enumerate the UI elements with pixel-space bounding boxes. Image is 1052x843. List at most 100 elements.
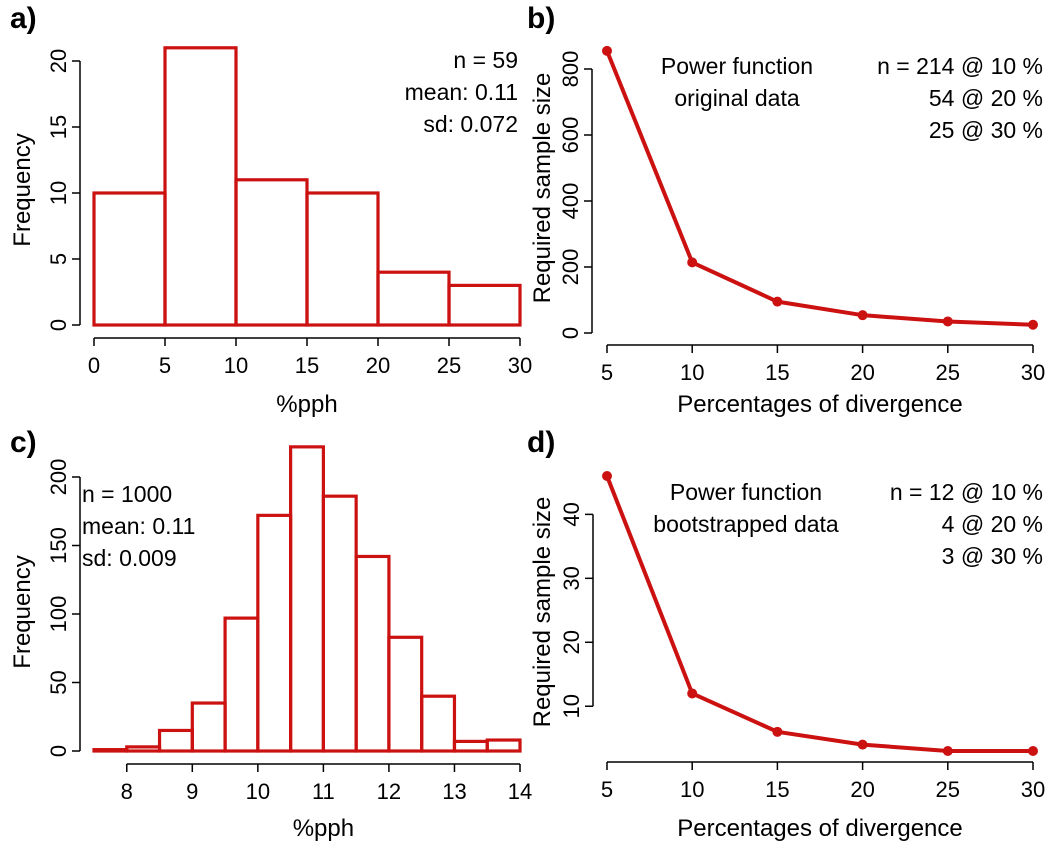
x-tick-label: 10: [680, 360, 704, 385]
histogram-bar: [289, 445, 325, 753]
x-tick-label: 14: [508, 779, 532, 804]
y-axis-label: Required sample size: [529, 497, 556, 728]
y-tick-label: 20: [559, 630, 584, 654]
data-point: [857, 739, 868, 750]
histogram-bar: [125, 745, 162, 753]
y-axis-label: Required sample size: [529, 73, 556, 304]
y-tick-label: 10: [46, 181, 71, 205]
histogram-bar: [223, 616, 260, 753]
histogram-bar: [452, 739, 489, 753]
panel-label: a): [10, 2, 37, 35]
x-tick-label: 11: [312, 779, 335, 804]
histogram-bar: [163, 46, 238, 327]
x-tick-label: 15: [295, 353, 319, 378]
x-tick-label: 30: [1021, 360, 1045, 385]
y-axis-label: Frequency: [9, 555, 36, 668]
data-point: [772, 296, 783, 307]
histogram-bar: [234, 178, 309, 327]
histogram-bar: [157, 728, 194, 753]
stats-annotation: sd: 0.009: [82, 545, 177, 571]
data-point: [1028, 746, 1038, 756]
panel-b: b) 5 10 15 20 25 30 Percentages of divergence 0 2…: [527, 2, 1045, 418]
data-point: [687, 688, 698, 699]
x-tick-label: 0: [88, 353, 100, 378]
histogram-bar: [190, 701, 227, 753]
panel-label: b): [527, 2, 555, 35]
x-tick-label: 5: [601, 360, 613, 385]
sample-size-note: 3 @ 30 %: [942, 543, 1043, 569]
y-tick-label: 600: [558, 117, 583, 154]
x-tick-label: 15: [765, 777, 789, 802]
x-tick-label: 13: [442, 779, 466, 804]
y-tick-label: 200: [46, 459, 71, 496]
data-point: [602, 471, 612, 481]
histogram-bar: [447, 283, 522, 327]
stats-annotation: n = 59: [453, 47, 518, 73]
x-axis-label: %pph: [293, 815, 354, 842]
histogram-bar: [387, 635, 424, 753]
panel-a: a) 0 5 10 15 20 25 30 %pph 0 5 10 15 20 Frequency n = 5…: [9, 2, 532, 418]
y-tick-label: 400: [558, 183, 583, 220]
series-line: [605, 475, 1033, 753]
histogram-bar: [92, 191, 167, 327]
y-tick-label: 15: [46, 115, 71, 139]
y-axis-label: Frequency: [9, 133, 36, 246]
y-tick-label: 10: [559, 694, 584, 718]
y-tick-label: 200: [558, 249, 583, 286]
x-tick-label: 8: [121, 779, 133, 804]
x-tick-label: 25: [936, 777, 960, 802]
data-point: [942, 316, 953, 327]
x-tick-label: 5: [159, 353, 171, 378]
data-point: [1028, 319, 1038, 330]
panel-c: c) 8 9 10 11 12 13 14 %pph 0 50 100 150 200 Frequency n…: [9, 426, 532, 842]
histogram-bar: [420, 694, 457, 753]
x-tick-label: 10: [246, 779, 270, 804]
power-function-note: original data: [674, 85, 800, 111]
x-tick-label: 12: [377, 779, 401, 804]
data-point: [857, 310, 868, 321]
y-tick-label: 5: [46, 253, 71, 265]
x-tick-label: 10: [224, 353, 248, 378]
data-point: [772, 726, 783, 737]
data-point: [602, 45, 612, 56]
sample-size-note: n = 12 @ 10 %: [890, 479, 1043, 505]
y-tick-label: 150: [46, 527, 71, 564]
power-function-note: Power function: [670, 479, 822, 505]
x-tick-label: 5: [601, 777, 613, 802]
data-point: [942, 746, 953, 756]
x-tick-label: 20: [850, 777, 874, 802]
panel-d: d) 5 10 15 20 25 30 Percentages of divergence 10…: [527, 426, 1045, 842]
sample-size-note: n = 214 @ 10 %: [877, 53, 1043, 79]
stats-annotation: n = 1000: [82, 481, 172, 507]
x-tick-label: 25: [936, 360, 960, 385]
y-tick-label: 30: [559, 566, 584, 590]
y-tick-label: 20: [46, 49, 71, 73]
x-axis-label: Percentages of divergence: [677, 815, 963, 842]
x-tick-label: 9: [186, 779, 198, 804]
sample-size-note: 4 @ 20 %: [942, 511, 1043, 537]
x-tick-label: 25: [437, 353, 461, 378]
x-tick-label: 15: [765, 360, 789, 385]
histogram-bar: [485, 738, 522, 753]
histogram-bar: [305, 191, 380, 327]
histogram-bar: [321, 494, 358, 753]
stats-annotation: sd: 0.072: [423, 111, 518, 137]
panel-label: c): [10, 426, 37, 459]
sample-size-note: 25 @ 30 %: [929, 117, 1043, 143]
y-tick-label: 50: [46, 670, 71, 694]
power-function-note: bootstrapped data: [653, 511, 839, 537]
sample-size-note: 54 @ 20 %: [929, 85, 1043, 111]
x-axis-label: Percentages of divergence: [677, 391, 963, 418]
series-line: [605, 50, 1034, 327]
histogram-bar: [376, 270, 451, 327]
y-tick-label: 0: [46, 745, 71, 757]
x-tick-label: 30: [1021, 777, 1045, 802]
y-tick-label: 100: [46, 596, 71, 633]
x-tick-label: 20: [366, 353, 390, 378]
histogram-bar: [256, 513, 293, 753]
histogram-bar: [92, 748, 129, 753]
power-function-note: Power function: [661, 53, 813, 79]
y-tick-label: 800: [558, 51, 583, 88]
x-tick-label: 30: [508, 353, 532, 378]
